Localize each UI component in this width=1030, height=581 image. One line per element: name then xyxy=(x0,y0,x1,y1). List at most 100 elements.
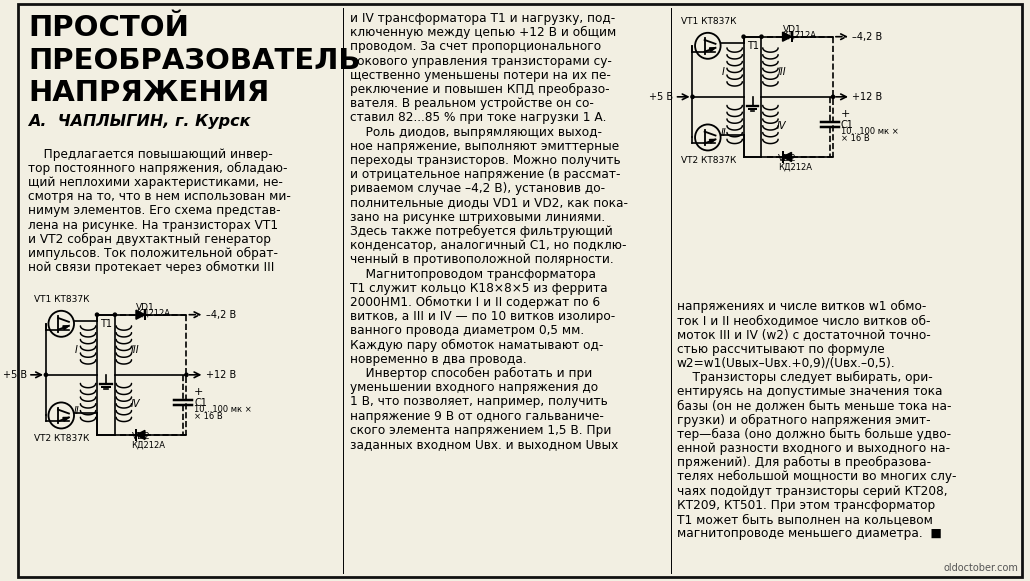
Text: щественно уменьшены потери на их пе-: щественно уменьшены потери на их пе- xyxy=(350,69,611,82)
Text: лена на рисунке. На транзисторах VT1: лена на рисунке. На транзисторах VT1 xyxy=(28,218,278,232)
Text: риваемом случае –4,2 В), установив до-: риваемом случае –4,2 В), установив до- xyxy=(350,182,606,195)
Text: –4,2 В: –4,2 В xyxy=(206,310,236,320)
Text: КД212А: КД212А xyxy=(778,162,812,171)
Text: VD2: VD2 xyxy=(778,155,797,163)
Text: I: I xyxy=(75,346,78,356)
Text: и IV трансформатора Т1 и нагрузку, под-: и IV трансформатора Т1 и нагрузку, под- xyxy=(350,12,616,25)
Text: oldoctober.com: oldoctober.com xyxy=(943,563,1019,573)
Text: Каждую пару обмоток наматывают од-: Каждую пару обмоток наматывают од- xyxy=(350,339,604,352)
Text: А.  ЧАПЛЫГИН, г. Курск: А. ЧАПЛЫГИН, г. Курск xyxy=(28,114,250,128)
Text: заданных входном Uвх. и выходном Uвых: заданных входном Uвх. и выходном Uвых xyxy=(350,438,619,451)
Text: смотря на то, что в нем использован ми-: смотря на то, что в нем использован ми- xyxy=(28,190,290,203)
Text: КД212А: КД212А xyxy=(783,31,817,40)
Text: VD1: VD1 xyxy=(783,25,801,34)
Text: стью рассчитывают по формуле: стью рассчитывают по формуле xyxy=(677,343,884,356)
Text: ского элемента напряжением 1,5 В. При: ского элемента напряжением 1,5 В. При xyxy=(350,424,612,437)
Text: грузки) и обратного напряжения эмит-: грузки) и обратного напряжения эмит- xyxy=(677,414,930,426)
Text: T1: T1 xyxy=(747,41,758,51)
Text: III: III xyxy=(778,67,786,77)
Text: Магнитопроводом трансформатора: Магнитопроводом трансформатора xyxy=(350,268,596,281)
Text: КТ209, КТ501. При этом трансформатор: КТ209, КТ501. При этом трансформатор xyxy=(677,499,935,512)
Text: VD1: VD1 xyxy=(136,303,154,312)
Text: нимум элементов. Его схема представ-: нимум элементов. Его схема представ- xyxy=(28,205,280,217)
Text: Роль диодов, выпрямляющих выход-: Роль диодов, выпрямляющих выход- xyxy=(350,125,603,139)
Text: моток III и IV (w2) с достаточной точно-: моток III и IV (w2) с достаточной точно- xyxy=(677,328,930,342)
Text: пряжений). Для работы в преобразова-: пряжений). Для работы в преобразова- xyxy=(677,456,931,469)
Text: уменьшении входного напряжения до: уменьшении входного напряжения до xyxy=(350,381,598,394)
Text: +12 В: +12 В xyxy=(206,370,236,380)
Text: 10...100 мк ×: 10...100 мк × xyxy=(194,405,252,414)
Text: телях небольшой мощности во многих слу-: телях небольшой мощности во многих слу- xyxy=(677,471,956,483)
Text: чаях подойдут транзисторы серий КТ208,: чаях подойдут транзисторы серий КТ208, xyxy=(677,485,947,497)
Text: +5 В: +5 В xyxy=(649,92,674,102)
Text: напряжение 9 В от одного гальваниче-: напряжение 9 В от одного гальваниче- xyxy=(350,410,605,422)
Polygon shape xyxy=(710,48,716,52)
Text: зано на рисунке штриховыми линиями.: зано на рисунке штриховыми линиями. xyxy=(350,211,606,224)
Polygon shape xyxy=(63,417,69,421)
Text: Инвертор способен работать и при: Инвертор способен работать и при xyxy=(350,367,592,380)
Text: полнительные диоды VD1 и VD2, как пока-: полнительные диоды VD1 и VD2, как пока- xyxy=(350,196,628,210)
Text: КД212А: КД212А xyxy=(132,440,166,449)
Bar xyxy=(97,315,115,435)
Text: ПРОСТОЙ: ПРОСТОЙ xyxy=(28,14,188,42)
Text: w2=w1(Uвых–Uвх.+0,9)/(Uвх.–0,5).: w2=w1(Uвых–Uвх.+0,9)/(Uвх.–0,5). xyxy=(677,357,895,370)
Text: VT2 КТ837К: VT2 КТ837К xyxy=(681,156,736,166)
Text: +12 В: +12 В xyxy=(852,92,883,102)
Circle shape xyxy=(742,35,745,38)
Text: 1 В, что позволяет, например, получить: 1 В, что позволяет, например, получить xyxy=(350,396,608,408)
Text: конденсатор, аналогичный С1, но подклю-: конденсатор, аналогичный С1, но подклю- xyxy=(350,239,627,252)
Text: IV: IV xyxy=(778,121,787,131)
Text: × 16 В: × 16 В xyxy=(840,134,869,143)
Text: ставил 82...85 % при токе нагрузки 1 А.: ставил 82...85 % при токе нагрузки 1 А. xyxy=(350,112,607,124)
Polygon shape xyxy=(710,139,716,143)
Text: Предлагается повышающий инвер-: Предлагается повышающий инвер- xyxy=(28,148,273,161)
Text: импульсов. Ток положительной обрат-: импульсов. Ток положительной обрат- xyxy=(28,247,278,260)
Text: тор постоянного напряжения, обладаю-: тор постоянного напряжения, обладаю- xyxy=(28,162,287,175)
Text: проводом. За счет пропорционального: проводом. За счет пропорционального xyxy=(350,41,602,53)
Text: ванного провода диаметром 0,5 мм.: ванного провода диаметром 0,5 мм. xyxy=(350,324,584,338)
Text: напряжениях и числе витков w1 обмо-: напряжениях и числе витков w1 обмо- xyxy=(677,300,926,313)
Text: –4,2 В: –4,2 В xyxy=(852,32,883,42)
Text: VT2 КТ837К: VT2 КТ837К xyxy=(34,435,90,443)
Text: C1: C1 xyxy=(840,120,854,130)
Text: щий неплохими характеристиками, не-: щий неплохими характеристиками, не- xyxy=(28,176,283,189)
Circle shape xyxy=(831,95,834,98)
Text: +: + xyxy=(194,387,204,397)
Text: III: III xyxy=(131,346,140,356)
Circle shape xyxy=(113,313,116,316)
Text: и отрицательное напряжение (в рассмат-: и отрицательное напряжение (в рассмат- xyxy=(350,168,621,181)
Circle shape xyxy=(760,35,763,38)
Text: ПРЕОБРАЗОВАТЕЛЬ: ПРЕОБРАЗОВАТЕЛЬ xyxy=(28,46,360,74)
Text: × 16 В: × 16 В xyxy=(194,412,222,421)
Text: ток I и II необходимое число витков об-: ток I и II необходимое число витков об- xyxy=(677,314,930,327)
Text: Т1 может быть выполнен на кольцевом: Т1 может быть выполнен на кольцевом xyxy=(677,513,932,526)
Text: енной разности входного и выходного на-: енной разности входного и выходного на- xyxy=(677,442,950,455)
Text: тер—база (оно должно быть больше удво-: тер—база (оно должно быть больше удво- xyxy=(677,428,951,441)
Text: НАПРЯЖЕНИЯ: НАПРЯЖЕНИЯ xyxy=(28,79,269,107)
Text: ключенную между цепью +12 В и общим: ключенную между цепью +12 В и общим xyxy=(350,26,617,40)
Text: реключение и повышен КПД преобразо-: реключение и повышен КПД преобразо- xyxy=(350,83,610,96)
Circle shape xyxy=(44,373,47,376)
Text: VT1 КТ837К: VT1 КТ837К xyxy=(34,295,90,304)
Text: ное напряжение, выполняют эмиттерные: ное напряжение, выполняют эмиттерные xyxy=(350,140,619,153)
Circle shape xyxy=(96,313,99,316)
Text: +5 В: +5 В xyxy=(3,370,27,380)
Text: Т1 служит кольцо К18×8×5 из феррита: Т1 служит кольцо К18×8×5 из феррита xyxy=(350,282,608,295)
Text: C1: C1 xyxy=(194,398,207,408)
Text: Транзисторы следует выбирать, ори-: Транзисторы следует выбирать, ори- xyxy=(677,371,932,384)
Text: ченный в противоположной полярности.: ченный в противоположной полярности. xyxy=(350,253,614,267)
Bar xyxy=(744,37,761,157)
Text: II: II xyxy=(720,128,726,138)
Text: магнитопроводе меньшего диаметра.  ■: магнитопроводе меньшего диаметра. ■ xyxy=(677,527,941,540)
Text: VD2: VD2 xyxy=(132,432,150,442)
Text: КД212А: КД212А xyxy=(136,309,170,318)
Text: и VT2 собран двухтактный генератор: и VT2 собран двухтактный генератор xyxy=(28,233,271,246)
Polygon shape xyxy=(63,326,69,329)
Polygon shape xyxy=(136,431,145,439)
Text: ной связи протекает через обмотки III: ной связи протекает через обмотки III xyxy=(28,261,274,274)
Text: новременно в два провода.: новременно в два провода. xyxy=(350,353,527,366)
Text: ентируясь на допустимые значения тока: ентируясь на допустимые значения тока xyxy=(677,385,942,398)
Text: T1: T1 xyxy=(100,318,112,329)
Text: +: + xyxy=(840,109,850,119)
Polygon shape xyxy=(783,32,791,41)
